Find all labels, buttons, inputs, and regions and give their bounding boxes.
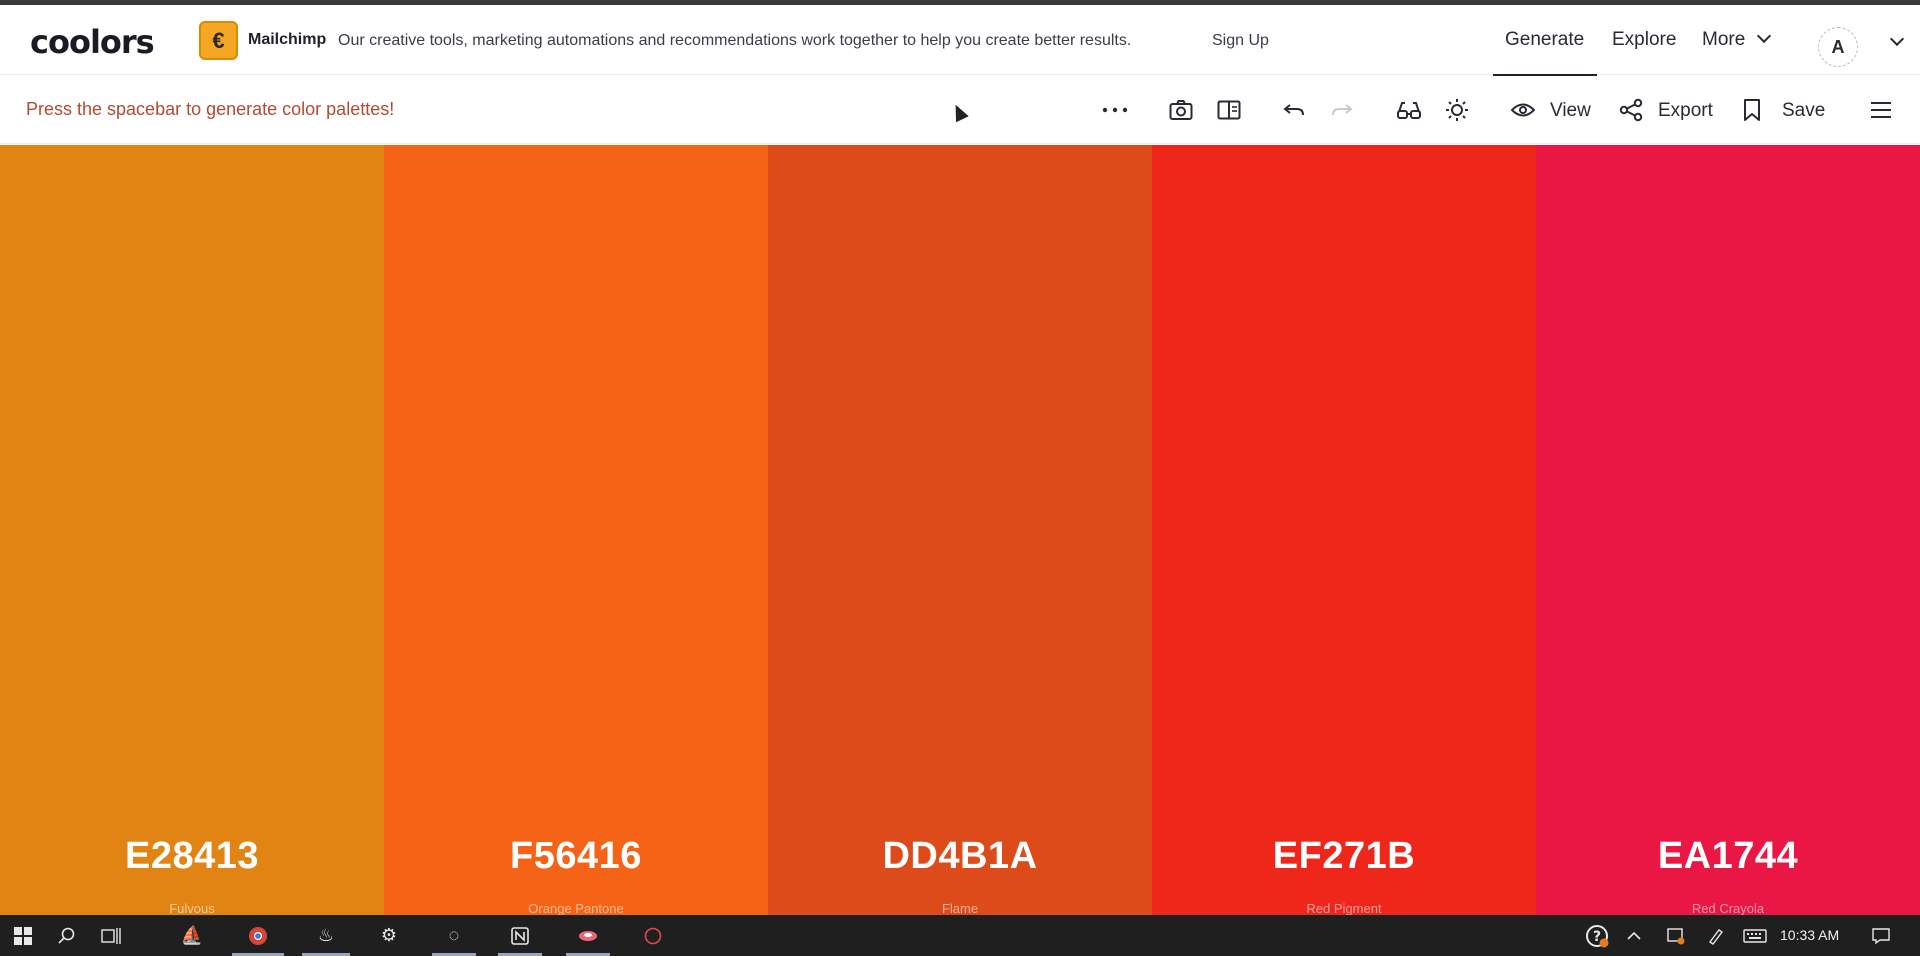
windows-taskbar: ⛵ ♨ ⚙ ◌ ? 10:33 AM	[0, 915, 1920, 956]
color-palette: E28413 Fulvous F56416 Orange Pantone DD4…	[0, 145, 1920, 916]
chrome-icon[interactable]	[226, 915, 290, 956]
spacebar-hint: Press the spacebar to generate color pal…	[26, 99, 395, 119]
chevron-up-icon[interactable]	[1620, 915, 1648, 956]
site-header: coolors € Mailchimp Our creative tools, …	[0, 5, 1920, 76]
pen-icon[interactable]	[1702, 915, 1730, 956]
color-swatch[interactable]: EF271B Red Pigment	[1152, 145, 1536, 916]
help-icon[interactable]: ?	[1582, 915, 1612, 956]
coolors-logo[interactable]: coolors	[30, 23, 155, 61]
glasses-icon[interactable]	[1394, 96, 1424, 124]
ad-brand[interactable]: Mailchimp	[248, 31, 327, 48]
chevron-down-icon	[1889, 31, 1905, 47]
swatch-hex-code[interactable]: E28413	[124, 835, 259, 877]
chevron-down-icon	[1757, 28, 1772, 44]
taskbar-clock[interactable]: 10:33 AM	[1780, 927, 1840, 943]
app-icon[interactable]	[560, 915, 616, 956]
app-icon[interactable]: ◌	[426, 915, 482, 956]
search-icon[interactable]	[52, 915, 82, 956]
color-swatch[interactable]: F56416 Orange Pantone	[384, 145, 768, 916]
windows-start-icon[interactable]	[8, 915, 38, 956]
app-icon[interactable]: ⛵	[180, 925, 204, 945]
color-swatch[interactable]: E28413 Fulvous	[0, 145, 384, 916]
eye-icon[interactable]	[1508, 96, 1538, 124]
nav-more-label: More	[1702, 29, 1746, 50]
swatch-color-name: Fulvous	[169, 901, 215, 916]
menu-icon[interactable]	[1866, 96, 1896, 124]
swatch-color-name: Flame	[941, 901, 979, 916]
task-view-icon[interactable]	[96, 915, 126, 956]
notification-icon[interactable]	[1866, 915, 1896, 956]
color-swatch[interactable]: EA1744 Red Crayola	[1536, 145, 1920, 916]
color-swatch[interactable]: DD4B1A Flame	[768, 145, 1152, 916]
nav-more[interactable]: More	[1702, 28, 1772, 51]
view-button[interactable]: View	[1550, 100, 1591, 121]
mailchimp-logo-icon[interactable]: €	[199, 21, 238, 60]
app-icon[interactable]	[628, 915, 678, 956]
redo-icon[interactable]	[1328, 96, 1356, 124]
keyboard-icon[interactable]	[1738, 915, 1772, 956]
more-options-icon[interactable]	[1098, 96, 1132, 124]
notion-icon[interactable]	[492, 915, 548, 956]
palette-toolbar: Press the spacebar to generate color pal…	[0, 76, 1920, 144]
swatch-hex-code[interactable]: F56416	[510, 835, 642, 877]
bookmark-icon[interactable]	[1738, 96, 1766, 124]
swatch-color-name: Orange Pantone	[528, 901, 624, 916]
ad-text[interactable]: Our creative tools, marketing automation…	[338, 32, 1132, 49]
nav-generate[interactable]: Generate	[1505, 29, 1585, 50]
account-menu-chevron[interactable]	[1878, 31, 1905, 53]
settings-icon[interactable]: ⚙	[380, 925, 398, 945]
steam-icon[interactable]: ♨	[296, 915, 356, 956]
network-icon[interactable]	[1662, 915, 1690, 956]
swatch-color-name: Red Crayola	[1691, 901, 1765, 916]
swatch-hex-code[interactable]: EF271B	[1272, 835, 1416, 877]
sidebar-view-icon[interactable]	[1214, 96, 1244, 124]
nav-explore[interactable]: Explore	[1612, 29, 1677, 50]
window-top-strip	[0, 0, 1920, 5]
save-button[interactable]: Save	[1782, 100, 1826, 121]
ad-signup-link[interactable]: Sign Up	[1212, 32, 1269, 49]
brightness-icon[interactable]	[1442, 96, 1472, 124]
camera-icon[interactable]	[1166, 96, 1196, 124]
svg-text:?: ?	[1593, 929, 1601, 945]
share-icon[interactable]	[1616, 96, 1646, 124]
export-button[interactable]: Export	[1658, 100, 1713, 121]
swatch-color-name: Red Pigment	[1306, 901, 1382, 916]
undo-icon[interactable]	[1280, 96, 1308, 124]
swatch-hex-code[interactable]: EA1744	[1657, 835, 1799, 877]
user-avatar[interactable]: A	[1818, 27, 1858, 67]
swatch-hex-code[interactable]: DD4B1A	[882, 835, 1038, 877]
nav-active-underline	[1493, 74, 1597, 76]
